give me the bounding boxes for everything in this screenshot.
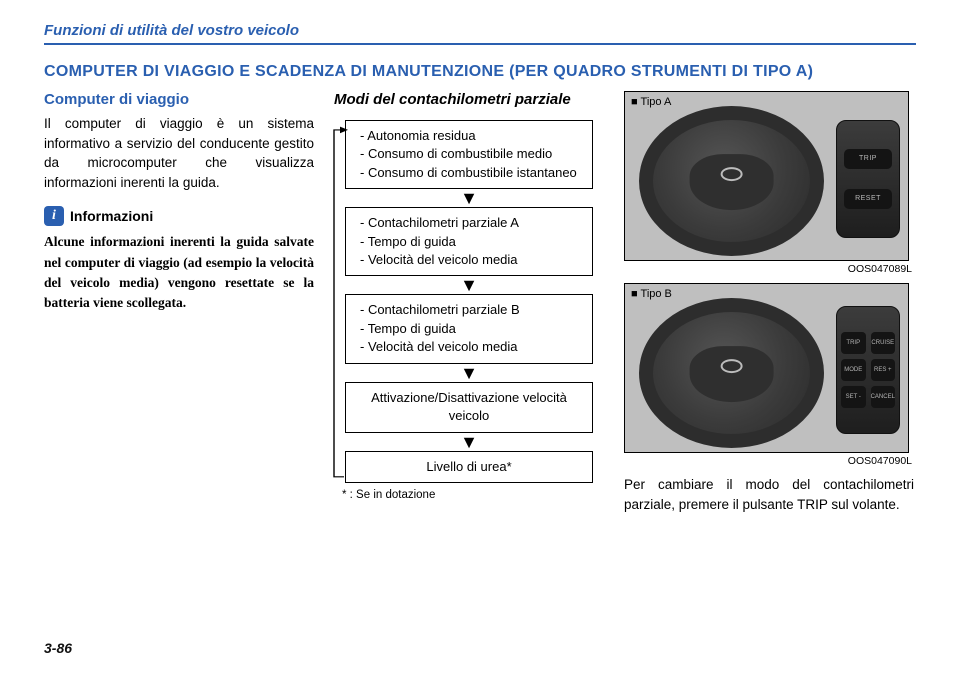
image-code-a: OOS047089L	[624, 263, 914, 275]
arrow-down-icon: ▼	[460, 366, 478, 380]
brand-logo-icon	[720, 359, 742, 373]
set-minus-button[interactable]: SET -	[841, 386, 866, 408]
image-label-b: ■ Tipo B	[631, 288, 672, 300]
image-tipo-b: ■ Tipo B TRIP CRUISE MODE RES + SET - CA…	[624, 283, 909, 453]
flow-diagram: - Autonomia residua - Consumo di combust…	[334, 120, 604, 483]
loop-arrow-icon	[328, 120, 350, 483]
info-header: i Informazioni	[44, 206, 314, 226]
column-right: ■ Tipo A TRIP RESET OOS047089L ■ Tipo B	[624, 91, 914, 528]
flow-box-4: Livello di urea*	[345, 451, 593, 483]
column-left: Computer di viaggio Il computer di viagg…	[44, 91, 314, 528]
brand-logo-icon	[720, 167, 742, 181]
column-middle: Modi del contachilometri parziale - Auto…	[334, 91, 604, 528]
cancel-button[interactable]: CANCEL	[871, 386, 896, 408]
image-label-a: ■ Tipo A	[631, 96, 671, 108]
res-plus-button[interactable]: RES +	[871, 359, 896, 381]
footnote: * : Se in dotazione	[334, 489, 604, 501]
info-body: Alcune informazioni inerenti la guida sa…	[44, 232, 314, 313]
info-label: Informazioni	[70, 208, 153, 224]
arrow-down-icon: ▼	[460, 191, 478, 205]
flow-box-2: - Contachilometri parziale B - Tempo di …	[345, 294, 593, 363]
left-body: Il computer di viaggio è un sistema info…	[44, 114, 314, 192]
cruise-button[interactable]: CRUISE	[871, 332, 896, 354]
steering-wheel-icon	[639, 106, 824, 256]
page-number: 3-86	[44, 640, 72, 656]
control-panel-a: TRIP RESET	[836, 120, 900, 238]
steering-wheel-icon	[639, 298, 824, 448]
arrow-down-icon: ▼	[460, 435, 478, 449]
wheel-hub	[689, 154, 774, 210]
trip-button[interactable]: TRIP	[844, 149, 892, 169]
section-title: COMPUTER DI VIAGGIO E SCADENZA DI MANUTE…	[44, 63, 916, 81]
right-body: Per cambiare il modo del contachilometri…	[624, 475, 914, 514]
flow-list: - Autonomia residua - Consumo di combust…	[345, 120, 593, 483]
arrow-down-icon: ▼	[460, 278, 478, 292]
content-columns: Computer di viaggio Il computer di viagg…	[44, 91, 916, 528]
image-code-b: OOS047090L	[624, 455, 914, 467]
image-tipo-a: ■ Tipo A TRIP RESET	[624, 91, 909, 261]
button-grid: TRIP CRUISE MODE RES + SET - CANCEL	[841, 332, 895, 408]
mode-button[interactable]: MODE	[841, 359, 866, 381]
trip-button[interactable]: TRIP	[841, 332, 866, 354]
flow-box-3: Attivazione/Disattivazione velocità veic…	[345, 382, 593, 433]
flow-box-1: - Contachilometri parziale A - Tempo di …	[345, 207, 593, 276]
left-heading: Computer di viaggio	[44, 91, 314, 108]
mid-heading: Modi del contachilometri parziale	[334, 91, 604, 110]
info-icon: i	[44, 206, 64, 226]
wheel-hub	[689, 346, 774, 402]
control-panel-b: TRIP CRUISE MODE RES + SET - CANCEL	[836, 306, 900, 434]
reset-button[interactable]: RESET	[844, 189, 892, 209]
flow-box-0: - Autonomia residua - Consumo di combust…	[345, 120, 593, 189]
chapter-title: Funzioni di utilità del vostro veicolo	[44, 22, 299, 39]
header-rule: Funzioni di utilità del vostro veicolo	[44, 22, 916, 45]
